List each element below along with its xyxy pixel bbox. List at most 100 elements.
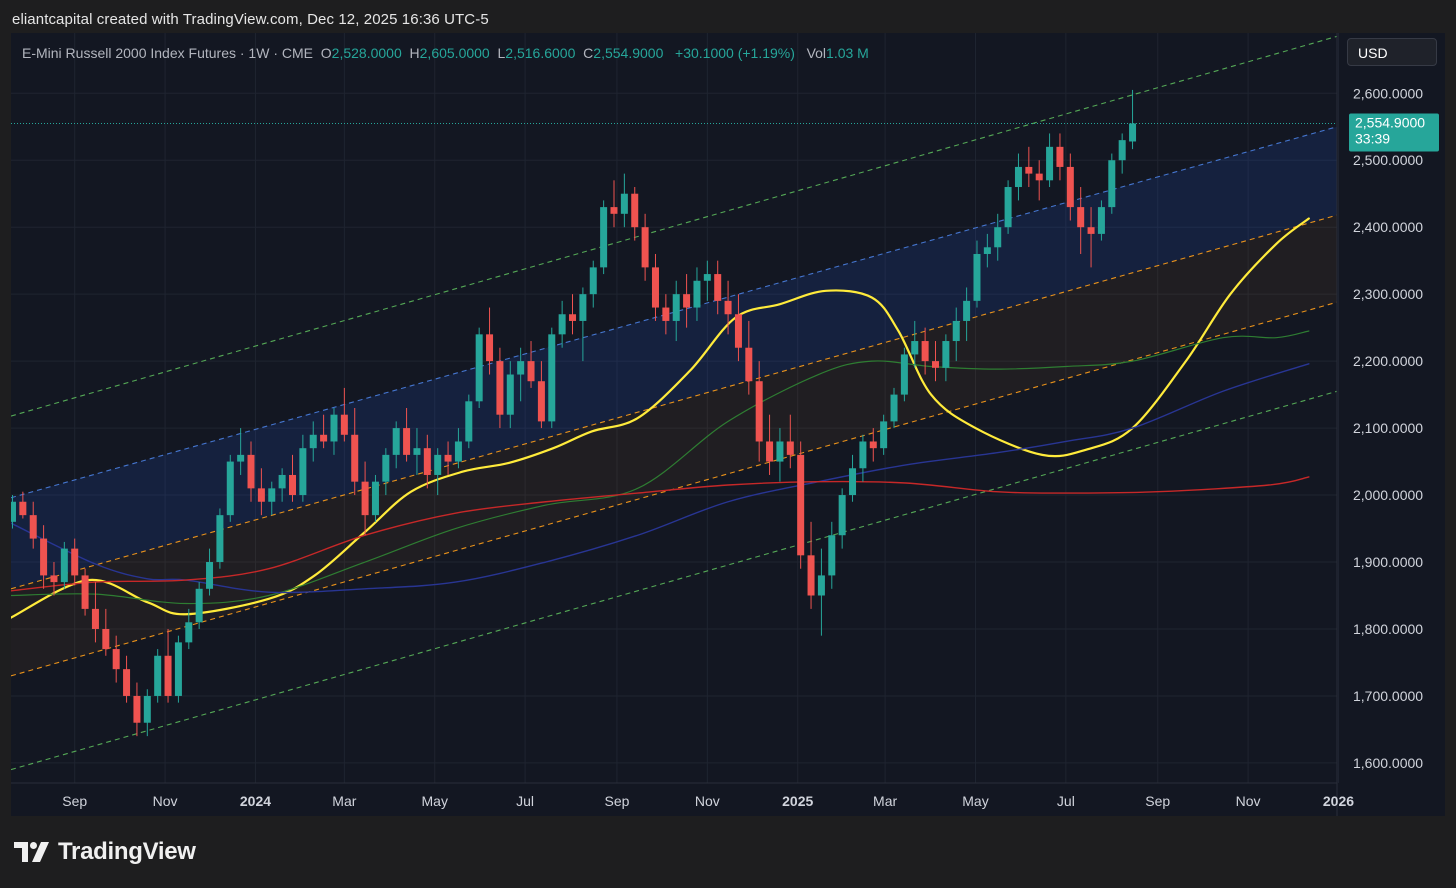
candle-body (527, 361, 535, 382)
candle-body (952, 320, 960, 342)
candle-body (174, 642, 182, 696)
footer-brand[interactable]: TradingView (14, 838, 196, 866)
candle-body (19, 501, 27, 516)
candle-body (371, 481, 379, 516)
candle-body (1077, 207, 1085, 228)
candle-body (610, 207, 618, 214)
close-value: 2,554.9000 (593, 45, 664, 61)
ma-line-ma50 (11, 330, 1310, 605)
candle-body (71, 548, 79, 576)
price-tick-label: 2,600.0000 (1353, 85, 1423, 101)
candle-body (745, 347, 753, 382)
candle-body (600, 207, 608, 268)
high-label: H (409, 45, 420, 61)
candle-body (330, 414, 338, 442)
candle-body (880, 421, 888, 449)
candle-body (641, 227, 649, 268)
candle-body (299, 448, 307, 496)
low-value: 2,516.6000 (505, 45, 576, 61)
ma-line-fast (11, 217, 1310, 619)
candle-body (195, 588, 203, 623)
price-tick-label: 1,700.0000 (1353, 688, 1423, 704)
chart-credit: eliantcapital created with TradingView.c… (12, 11, 489, 28)
candle-body (807, 555, 815, 596)
time-tick-label: Jul (516, 793, 534, 809)
candle-body (278, 474, 286, 489)
candle-body (849, 468, 857, 496)
price-tick-label: 1,900.0000 (1353, 554, 1423, 570)
candle-body (911, 341, 919, 355)
price-axis: 1,600.0000 1,700.0000 1,800.0000 1,900.0000… (1353, 85, 1423, 771)
candle-body (268, 488, 276, 502)
candle-body (486, 334, 494, 362)
candle-body (776, 441, 784, 462)
time-axis: Sep Nov 2024 Mar May Jul Sep Nov 2025 Mar May Jul Se… (62, 793, 1354, 809)
tradingview-logo-icon (14, 842, 49, 862)
candle-body (444, 454, 452, 462)
time-tick-label: Sep (604, 793, 629, 809)
time-tick-label: May (422, 793, 448, 809)
candle-body (1066, 166, 1074, 208)
candle-body (351, 434, 359, 482)
symbol-legend[interactable]: E-Mini Russell 2000 Index Futures · 1W ·… (22, 45, 869, 61)
candle-body (247, 454, 255, 489)
candle-body (434, 454, 442, 475)
time-tick-label: Sep (1145, 793, 1170, 809)
candle-body (1129, 123, 1137, 142)
candle-countdown: 33:39 (1355, 130, 1390, 146)
chart-frame[interactable]: 1,600.0000 1,700.0000 1,800.0000 1,900.0000… (11, 33, 1445, 816)
candle-body (133, 695, 141, 723)
price-tick-label: 2,100.0000 (1353, 420, 1423, 436)
candle-body (1108, 160, 1116, 208)
time-tick-label: 2025 (782, 793, 813, 809)
candle-body (942, 341, 950, 368)
candle-body (651, 267, 659, 308)
price-chart[interactable]: 1,600.0000 1,700.0000 1,800.0000 1,900.0000… (11, 33, 1445, 816)
candle-body (859, 441, 867, 469)
candle-body (683, 294, 691, 308)
candle-body (29, 515, 37, 539)
candle-body (786, 441, 794, 455)
price-tick-label: 1,800.0000 (1353, 621, 1423, 637)
time-tick-label: 2026 (1323, 793, 1354, 809)
price-tick-label: 2,200.0000 (1353, 353, 1423, 369)
candle-body (257, 488, 265, 502)
candle-body (1118, 140, 1126, 161)
time-tick-label: May (962, 793, 988, 809)
last-price-tag: 2,554.9000 33:39 (1349, 113, 1439, 152)
candle-body (973, 253, 981, 301)
price-tick-label: 2,500.0000 (1353, 152, 1423, 168)
time-tick-label: Nov (695, 793, 720, 809)
close-label: C (583, 45, 594, 61)
candle-body (714, 274, 722, 301)
price-tick-label: 2,000.0000 (1353, 487, 1423, 503)
time-tick-label: Nov (1236, 793, 1261, 809)
volume-label: Vol (806, 45, 827, 61)
time-tick-label: Sep (62, 793, 87, 809)
candle-body (869, 441, 877, 449)
candle-body (517, 361, 525, 375)
candle-body (1087, 227, 1095, 234)
candle-body (1056, 146, 1064, 167)
candle-body (382, 454, 390, 482)
candle-body (1014, 166, 1022, 188)
candle-body (403, 428, 411, 455)
candle-body (1004, 187, 1012, 228)
candle-body (423, 448, 431, 475)
candle-body (662, 307, 670, 321)
currency-button[interactable]: USD (1347, 38, 1437, 66)
open-label: O (320, 45, 332, 61)
candle-body (102, 628, 110, 650)
candle-body (237, 454, 245, 462)
candle-body (734, 314, 742, 348)
candle-body (558, 314, 566, 335)
time-tick-label: 2024 (240, 793, 271, 809)
candle-body (475, 334, 483, 402)
candle-body (206, 562, 214, 589)
candle-body (154, 655, 162, 696)
candle-body (620, 193, 628, 214)
candle-body (454, 441, 462, 462)
candle-body (143, 695, 151, 723)
channel-fill-upper (11, 126, 1337, 589)
candle-body (963, 300, 971, 321)
